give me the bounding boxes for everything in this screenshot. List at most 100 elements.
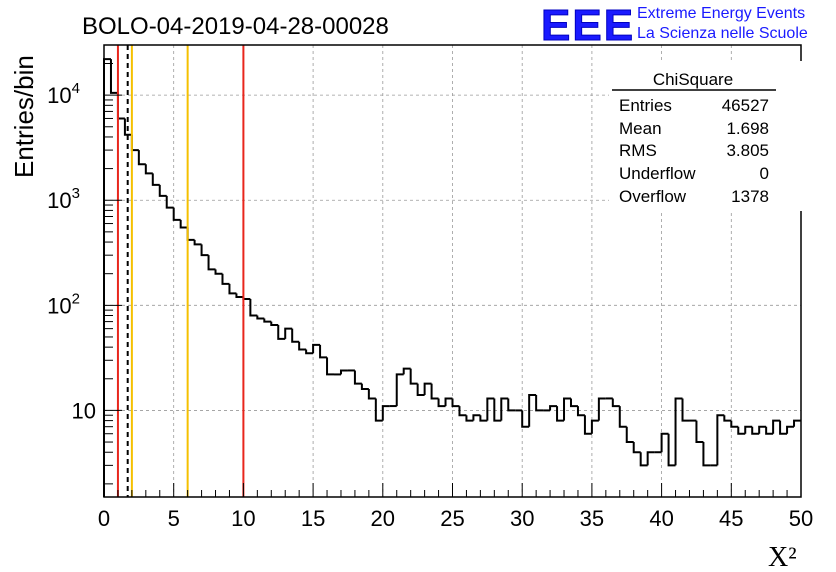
- y-tick-base: 10: [47, 293, 71, 318]
- stats-label-entries: Entries: [619, 96, 672, 115]
- stats-label-mean: Mean: [619, 119, 662, 138]
- x-tick-label: 15: [301, 506, 325, 531]
- histogram-bin: [458, 406, 467, 417]
- x-tick-label: 45: [719, 506, 743, 531]
- histogram-bin: [256, 315, 265, 320]
- histogram-bin: [193, 239, 202, 246]
- histogram-bin: [500, 397, 509, 421]
- histogram-bin: [702, 442, 711, 467]
- histogram-bin: [751, 426, 760, 435]
- histogram-bin: [144, 164, 153, 175]
- histogram-bin: [109, 59, 118, 94]
- x-tick-label: 10: [231, 506, 255, 531]
- stats-value-underflow: 0: [760, 164, 769, 183]
- histogram-bin: [528, 394, 537, 427]
- histogram-bin: [583, 415, 592, 435]
- histogram-bin: [667, 433, 676, 467]
- histogram-bin: [716, 414, 725, 466]
- histogram-bin: [151, 173, 160, 186]
- histogram-bin: [618, 406, 627, 428]
- histogram-bin: [549, 405, 558, 411]
- histogram-bin: [319, 344, 328, 359]
- histogram-bin: [563, 397, 571, 421]
- histogram-bin: [123, 118, 132, 136]
- y-tick-base: 10: [47, 83, 71, 108]
- stats-value-entries: 46527: [722, 96, 769, 115]
- histogram-bin: [395, 373, 404, 407]
- x-tick-label: 25: [440, 506, 464, 531]
- histogram-bin: [367, 388, 376, 400]
- x-tick-label: 0: [98, 506, 110, 531]
- histogram-bin: [723, 415, 732, 422]
- histogram-bin: [416, 383, 425, 397]
- histogram-bin: [263, 318, 272, 323]
- histogram-bin: [242, 297, 251, 300]
- y-tick-exponent: 3: [72, 185, 80, 202]
- histogram-bin: [430, 383, 439, 400]
- histogram-bin: [451, 398, 460, 408]
- histogram-bin: [793, 419, 801, 427]
- histogram-bin: [535, 395, 544, 412]
- histogram-bin: [597, 397, 606, 421]
- histogram-bin: [465, 415, 474, 422]
- histogram-bin: [758, 425, 767, 434]
- histogram-bin: [765, 426, 774, 435]
- x-axis-label-text: X²: [768, 542, 797, 572]
- histogram-bin: [312, 343, 321, 354]
- histogram-bin: [674, 397, 683, 466]
- histogram-bin: [695, 420, 704, 444]
- histogram-bin: [326, 357, 335, 376]
- stats-box-frame: [609, 61, 803, 211]
- x-tick-label: 30: [510, 506, 534, 531]
- histogram-bin: [270, 321, 279, 326]
- histogram-bin: [625, 426, 634, 444]
- histogram-bin: [632, 442, 641, 454]
- histogram-bin: [103, 58, 111, 497]
- histogram-bin: [137, 150, 146, 166]
- histogram-bin: [646, 451, 655, 466]
- histogram-bin: [305, 349, 314, 355]
- y-tick-exponent: 4: [72, 80, 80, 97]
- histogram-bin: [556, 406, 565, 422]
- y-tick-label: 102: [47, 290, 80, 318]
- histogram-bin: [228, 283, 237, 295]
- histogram-bin: [737, 426, 746, 435]
- histogram-bin: [235, 293, 244, 299]
- x-tick-label: 50: [789, 506, 813, 531]
- histogram-bin: [200, 244, 209, 257]
- y-tick-base: 10: [47, 188, 71, 213]
- histogram-bin: [660, 432, 669, 453]
- histogram-bin: [472, 414, 481, 421]
- histogram-bin: [165, 195, 174, 209]
- stats-label-rms: RMS: [619, 141, 657, 160]
- histogram-bin: [423, 382, 432, 396]
- stats-label-overflow: Overflow: [619, 187, 687, 206]
- histogram-bin: [493, 398, 502, 422]
- histogram-bin: [207, 255, 216, 271]
- logo-line-1: Extreme Energy Events: [637, 5, 805, 22]
- stats-value-mean: 1.698: [726, 119, 769, 138]
- histogram-bin: [353, 370, 362, 385]
- histogram-bin: [339, 369, 348, 375]
- stats-value-rms: 3.805: [726, 141, 769, 160]
- histogram-bin: [186, 227, 195, 241]
- histogram-bin: [479, 415, 488, 422]
- histogram-bin: [744, 425, 753, 434]
- y-axis-label: Entries/bin: [9, 55, 39, 178]
- histogram-bin: [179, 219, 188, 229]
- histogram-bin: [639, 452, 648, 467]
- histogram-bin: [360, 383, 369, 390]
- histogram-bin: [381, 405, 390, 421]
- logo-line-2: La Scienza nelle Scuole: [637, 25, 808, 42]
- histogram-bin: [444, 397, 453, 407]
- histogram-bin: [298, 341, 307, 351]
- histogram-bin: [249, 298, 258, 317]
- histogram-bin: [779, 420, 788, 435]
- stats-value-overflow: 1378: [731, 187, 769, 206]
- histogram-bin: [590, 419, 599, 434]
- eee-logo: EEE: [541, 1, 635, 50]
- histogram-bin: [772, 419, 781, 434]
- histogram-bin: [291, 328, 300, 343]
- histogram-bin: [507, 398, 516, 412]
